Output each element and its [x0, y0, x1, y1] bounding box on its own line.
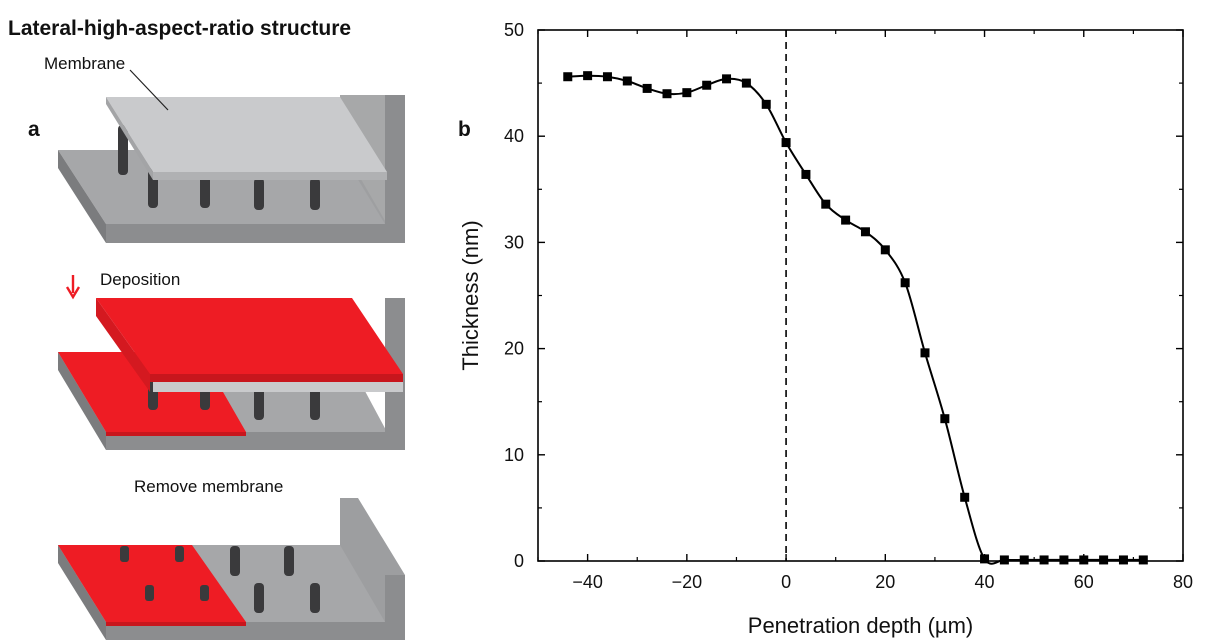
- y-axis-label: Thickness (nm): [458, 220, 483, 370]
- data-point: [583, 71, 593, 81]
- membrane-label: Membrane: [44, 54, 125, 73]
- data-point: [940, 414, 950, 424]
- data-point: [781, 138, 791, 148]
- pillar: [145, 585, 154, 601]
- data-point: [682, 88, 692, 98]
- pillar: [118, 125, 128, 175]
- data-point: [662, 89, 672, 99]
- data-point: [741, 78, 751, 88]
- pillar: [230, 546, 240, 576]
- x-tick-label: 80: [1173, 572, 1193, 592]
- step2-structure: [58, 298, 405, 450]
- step3-structure: [58, 498, 405, 640]
- x-tick-label: 60: [1074, 572, 1094, 592]
- deposition-label: Deposition: [100, 270, 180, 289]
- membrane-front: [153, 172, 387, 180]
- pillar: [284, 546, 294, 576]
- y-tick-label: 0: [514, 551, 524, 571]
- data-point: [860, 227, 870, 237]
- wall-front: [385, 575, 405, 640]
- data-point: [1079, 555, 1089, 565]
- pillar: [254, 583, 264, 613]
- data-point: [1118, 555, 1128, 565]
- membrane-top: [106, 97, 387, 172]
- remove-membrane-label: Remove membrane: [134, 477, 283, 496]
- data-point: [999, 555, 1009, 565]
- y-tick-label: 50: [504, 20, 524, 40]
- data-point: [1019, 555, 1029, 565]
- data-point: [1059, 555, 1069, 565]
- panel-a-label: a: [28, 118, 40, 141]
- substrate-left-side: [58, 352, 106, 450]
- x-tick-label: 40: [975, 572, 995, 592]
- thickness-curve: [567, 74, 1144, 565]
- data-point: [563, 72, 573, 82]
- membrane-left: [106, 97, 153, 180]
- data-point: [920, 348, 930, 358]
- thickness-chart: −40 −20 0 20 40 60 80 0 10 20 30 40 50 Penetration de…: [458, 20, 1193, 638]
- data-point: [602, 72, 612, 82]
- data-point: [722, 74, 732, 84]
- plot-frame: [537, 29, 1184, 562]
- panel-b-label: b: [458, 118, 471, 141]
- data-point: [900, 278, 910, 288]
- y-tick-label: 10: [504, 445, 524, 465]
- data-point: [702, 80, 712, 90]
- pillar: [310, 388, 320, 420]
- pillar: [310, 583, 320, 613]
- y-tick-label: 30: [504, 232, 524, 252]
- data-point: [1039, 555, 1049, 565]
- pillar: [120, 546, 129, 562]
- x-tick-label: 20: [875, 572, 895, 592]
- pillar: [175, 546, 184, 562]
- data-point: [841, 215, 851, 225]
- data-point: [1138, 555, 1148, 565]
- data-point: [821, 199, 831, 209]
- deposition-arrow-icon: [65, 275, 81, 300]
- wall-front: [385, 95, 405, 243]
- membrane-front: [153, 382, 403, 392]
- deposit-membrane-top: [96, 298, 403, 374]
- pillar: [200, 585, 209, 601]
- data-point: [980, 554, 990, 564]
- step1-structure: [58, 69, 405, 243]
- data-point: [1099, 555, 1109, 565]
- x-tick-label: −20: [672, 572, 703, 592]
- y-tick-label: 40: [504, 126, 524, 146]
- data-point: [960, 492, 970, 502]
- deposit-substrate-edge: [106, 432, 246, 436]
- data-point: [761, 99, 771, 109]
- panel-a-title: Lateral-high-aspect-ratio structure: [8, 17, 351, 40]
- deposit-region-edge: [106, 622, 246, 626]
- data-point: [880, 245, 890, 255]
- deposit-membrane-front: [150, 374, 403, 382]
- membrane-leader-line: [129, 69, 169, 111]
- substrate-left-side: [58, 150, 106, 243]
- deposit-membrane-left: [96, 298, 150, 392]
- wall-side: [340, 498, 405, 622]
- pillar: [254, 388, 264, 420]
- x-tick-label: −40: [572, 572, 603, 592]
- x-tick-label: 0: [781, 572, 791, 592]
- substrate-front: [106, 432, 387, 450]
- x-axis-label: Penetration depth (µm): [748, 613, 973, 638]
- substrate-front: [106, 224, 387, 243]
- substrate-front: [106, 622, 387, 640]
- pillar: [310, 178, 320, 210]
- y-tick-label: 20: [504, 339, 524, 359]
- data-point: [622, 76, 632, 86]
- data-point: [642, 83, 652, 93]
- substrate-left-side: [58, 545, 106, 640]
- pillar: [254, 178, 264, 210]
- data-point: [801, 169, 811, 179]
- deposit-region: [58, 545, 246, 622]
